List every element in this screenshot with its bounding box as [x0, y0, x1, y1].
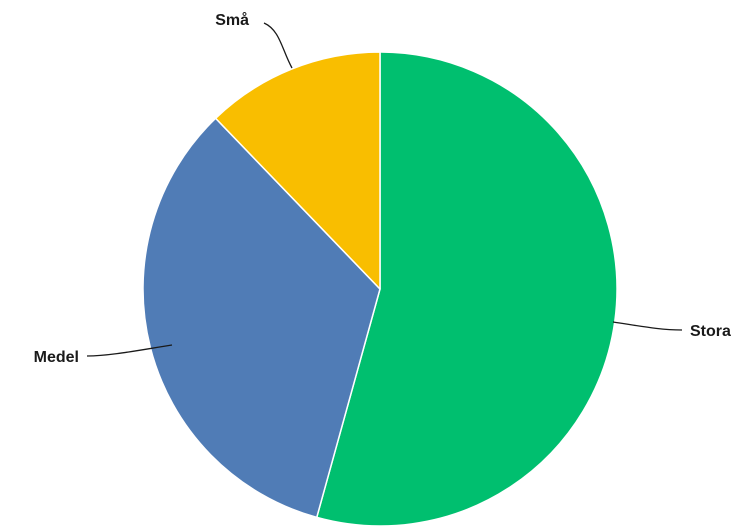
- slice-labels: Stora Medel Små: [34, 11, 731, 366]
- pie-slices: [142, 51, 618, 527]
- leader-line-små: [263, 22, 293, 69]
- leader-line-stora: [612, 321, 683, 331]
- leader-lines: [86, 22, 683, 357]
- leader-line-medel: [86, 344, 173, 357]
- pie-slice-små: [214, 51, 381, 290]
- slice-label-medel: Medel: [34, 349, 79, 366]
- pie-slice-stora: [315, 51, 618, 527]
- slice-label-stora: Stora: [690, 323, 731, 340]
- pie-slice-medel: [142, 117, 381, 519]
- slice-label-små: Små: [215, 11, 249, 29]
